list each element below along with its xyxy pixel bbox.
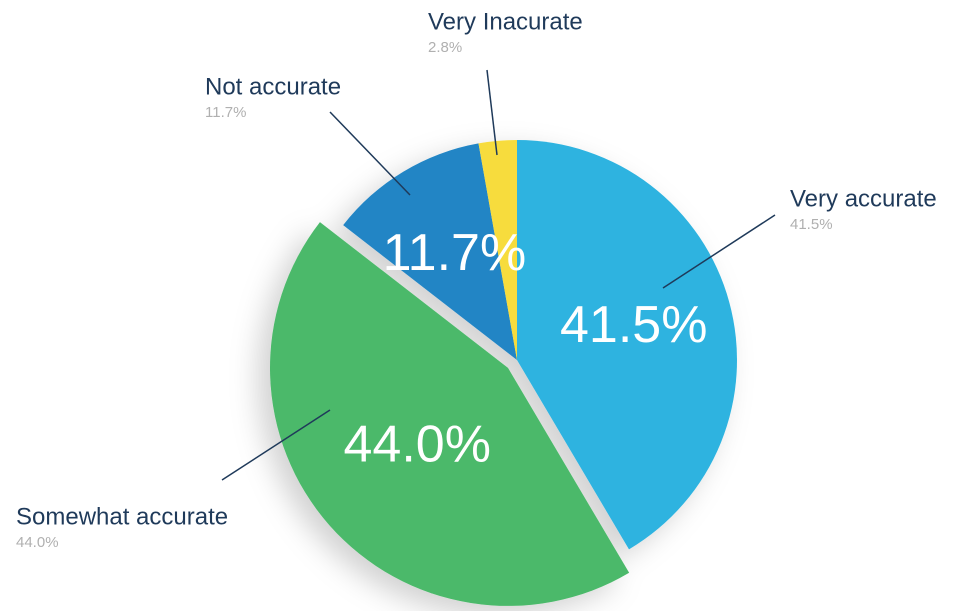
legend-label: Somewhat accurate (16, 503, 228, 530)
legend-label: Not accurate (205, 73, 341, 100)
pie (269, 140, 737, 606)
legend-value: 11.7% (205, 104, 246, 121)
legend-label: Very accurate (790, 185, 937, 212)
leader-line (662, 214, 776, 289)
leader-line (221, 409, 331, 481)
slice-label: 44.0% (344, 416, 491, 474)
pie-slice (478, 140, 517, 360)
legend-value: 44.0% (16, 534, 59, 551)
slice-label: 41.5% (560, 296, 707, 354)
leader-line (486, 69, 498, 156)
pie-slice (343, 143, 517, 360)
legend-value: 41.5% (790, 216, 833, 233)
pie-slice (269, 222, 630, 606)
leader-line (329, 111, 411, 196)
pie-slice (517, 140, 737, 550)
slice-label: 11.7% (383, 224, 527, 282)
legend-value: 2.8% (428, 39, 462, 56)
legend-label: Very Inacurate (428, 8, 583, 35)
